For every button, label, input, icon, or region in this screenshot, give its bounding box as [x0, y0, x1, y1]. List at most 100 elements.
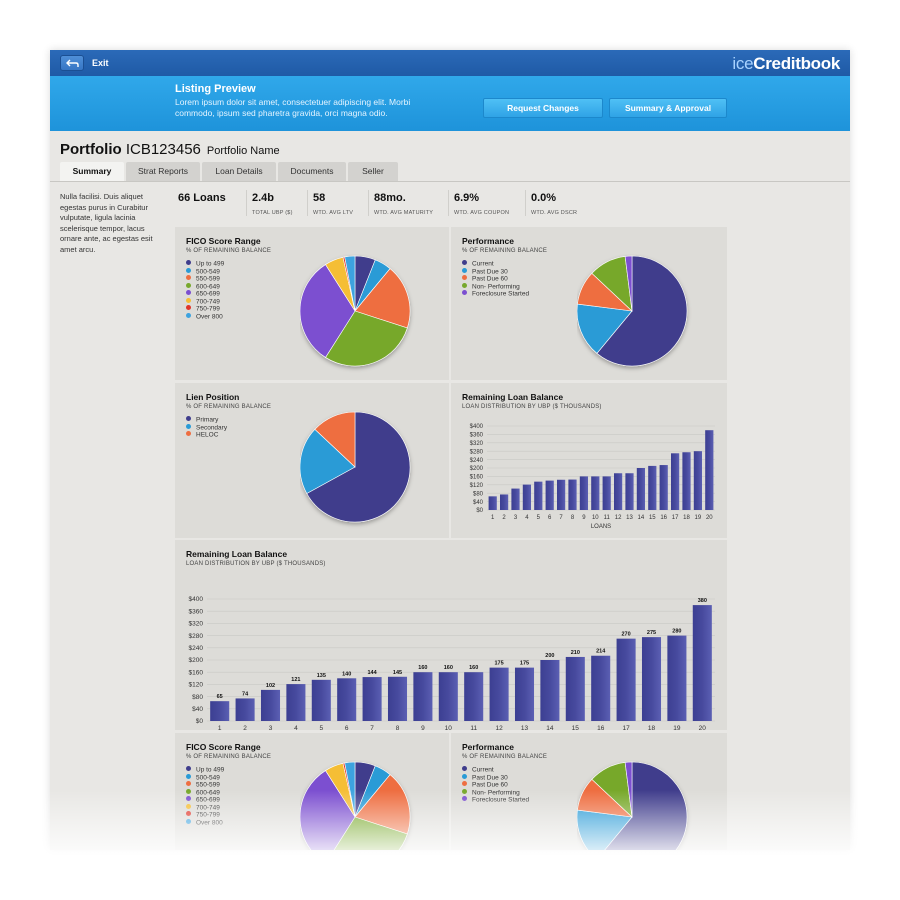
bar-loan-9: [579, 476, 589, 510]
legend-swatch: [186, 773, 191, 779]
pie-slice-550-599: [354, 268, 411, 329]
legend-swatch: [462, 290, 467, 295]
chart-legend: Up to 499 500-549 550-599 600-649 650-699 700…: [186, 766, 224, 826]
legend-label: Foreclosure Started: [472, 796, 530, 804]
bar-loan-20: [705, 430, 714, 510]
legend-item: Past Due 30: [462, 267, 529, 275]
stat-value: 88mo.: [374, 192, 406, 204]
legend-swatch: [186, 431, 191, 436]
y-tick-label: $280: [470, 449, 484, 455]
x-tick-label: 14: [638, 515, 645, 521]
x-tick-label: 9: [421, 725, 425, 730]
balance-small-panel: Remaining Loan Balance LOAN DISTRIBUTION…: [451, 383, 727, 538]
bar-loan-20: [692, 605, 712, 721]
performance-panel-2: Performance % OF REMAINING BALANCE Curre…: [451, 733, 727, 850]
y-tick-label: $160: [470, 475, 484, 481]
legend-swatch: [186, 260, 191, 265]
tab-loan-details[interactable]: Loan Details: [202, 162, 276, 181]
panel-title: Lien Position: [186, 392, 240, 402]
pie-slice-600-649: [325, 310, 408, 367]
summary-approval-button[interactable]: Summary & Approval: [609, 98, 727, 118]
y-tick-label: $360: [189, 608, 204, 615]
stat-maturity: 88mo. WTD. AVG MATURITY: [374, 192, 433, 216]
panel-subtitle: % OF REMAINING BALANCE: [462, 754, 548, 760]
bar-loan-3: [511, 488, 520, 510]
stat-loans: 66 Loans: [178, 192, 226, 210]
legend-item: Up to 499: [186, 766, 224, 774]
x-tick-label: 5: [537, 515, 541, 521]
legend-label: 750-799: [196, 811, 220, 819]
chart-legend: Current Past Due 30 Past Due 60 Non- Perfor…: [462, 260, 529, 298]
y-tick-label: $240: [470, 458, 484, 464]
legend-label: Past Due 60: [472, 781, 508, 789]
bar-loan-11: [602, 476, 611, 510]
request-changes-button[interactable]: Request Changes: [483, 98, 603, 118]
bar-data-label: 175: [495, 661, 504, 667]
exit-link[interactable]: Exit: [92, 58, 109, 68]
legend-label: Over 800: [196, 819, 223, 826]
legend-swatch: [462, 275, 467, 280]
chart-legend: Primary Secondary HELOC: [186, 416, 227, 439]
bar-data-label: 214: [596, 649, 606, 655]
y-tick-label: $320: [189, 621, 204, 628]
bar-loan-4: [286, 684, 306, 721]
stat-total-ubp: 2.4b TOTAL UBP ($): [252, 192, 293, 216]
x-tick-label: 12: [615, 515, 622, 521]
legend-item: 750-799: [186, 811, 224, 819]
bar-data-label: 160: [469, 665, 478, 671]
panel-title: FICO Score Range: [186, 742, 261, 752]
legend-item: Up to 499: [186, 260, 224, 268]
x-tick-label: 15: [572, 725, 580, 730]
bar-data-label: 270: [622, 632, 631, 638]
pie-slice-heloc: [314, 411, 356, 468]
tab-documents[interactable]: Documents: [278, 162, 346, 181]
y-tick-label: $280: [189, 633, 204, 640]
x-tick-label: 3: [514, 515, 518, 521]
x-tick-label: 20: [699, 725, 707, 730]
y-tick-label: $80: [192, 694, 203, 701]
lien-pie-chart: [300, 411, 411, 523]
bar-loan-10: [438, 672, 458, 721]
legend-label: 650-699: [196, 290, 220, 298]
stat-value: 2.4b: [252, 192, 275, 204]
fico-panel: FICO Score Range % OF REMAINING BALANCE …: [175, 227, 449, 380]
bar-loan-12: [489, 667, 509, 721]
x-tick-label: 4: [294, 725, 298, 730]
back-button[interactable]: [60, 55, 84, 71]
bar-loan-3: [260, 689, 281, 721]
legend-label: Secondary: [196, 424, 228, 431]
tab-seller[interactable]: Seller: [348, 162, 398, 181]
y-tick-label: $80: [473, 491, 484, 497]
pie-slice-secondary: [300, 428, 356, 494]
top-bar: Exit iceCreditbook: [50, 50, 850, 76]
brand-logo: iceCreditbook: [732, 54, 840, 74]
legend-item: 600-649: [186, 788, 224, 796]
x-tick-label: 15: [649, 515, 656, 521]
legend-label: Primary: [196, 416, 219, 424]
legend-item: 750-799: [186, 305, 224, 313]
bar-data-label: 200: [545, 653, 554, 659]
bar-data-label: 121: [291, 677, 300, 683]
back-arrow-icon: [66, 59, 79, 67]
panel-title: Remaining Loan Balance: [462, 392, 564, 402]
legend-swatch: [186, 312, 191, 318]
fico-panel-2: FICO Score Range % OF REMAINING BALANCE …: [175, 733, 449, 850]
x-tick-label: 17: [622, 725, 630, 730]
legend-label: Current: [472, 260, 494, 268]
legend-item: Over 800: [186, 312, 224, 320]
pie-slice-current: [596, 255, 688, 367]
tab-strat-reports[interactable]: Strat Reports: [126, 162, 200, 181]
legend-item: Foreclosure Started: [462, 796, 529, 804]
tab-summary[interactable]: Summary: [60, 162, 124, 181]
x-tick-label: 10: [445, 725, 453, 730]
banner-title: Listing Preview: [175, 83, 256, 95]
stat-divider: [246, 190, 247, 216]
performance-panel: Performance % OF REMAINING BALANCE Curre…: [451, 227, 727, 380]
legend-item: 500-549: [186, 267, 224, 275]
legend-label: 500-549: [196, 268, 220, 275]
panel-subtitle: % OF REMAINING BALANCE: [186, 754, 272, 760]
brand-name: Creditbook: [753, 54, 840, 73]
bar-loan-5: [311, 679, 331, 721]
legend-label: Non- Performing: [472, 283, 520, 290]
bar-loan-13: [625, 473, 634, 510]
